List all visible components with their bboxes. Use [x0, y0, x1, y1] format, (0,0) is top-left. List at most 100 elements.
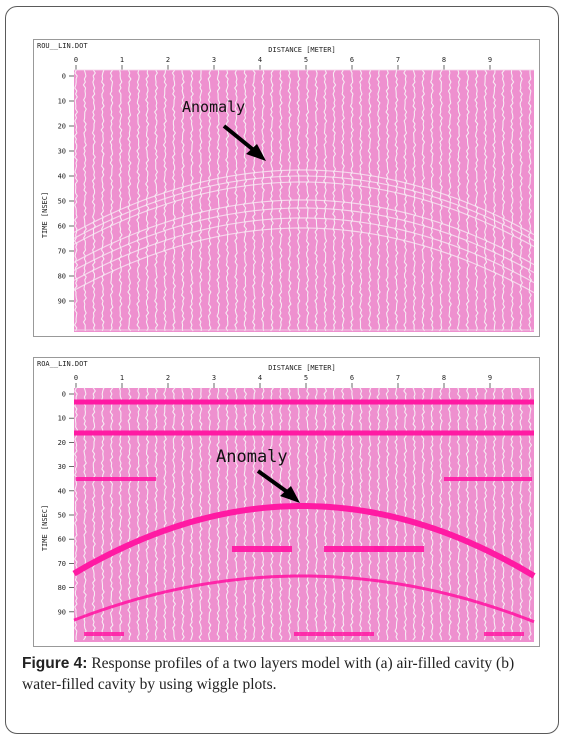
panel-a-y-tick-label: 60: [58, 223, 66, 231]
panel-b-x-tick-label: 7: [396, 374, 400, 382]
figure-caption-text: Response profiles of a two layers model …: [22, 655, 515, 693]
panel-a-x-tick-label: 0: [74, 56, 78, 64]
panel-a-trace: [510, 69, 515, 332]
panel-a-reflection: [73, 175, 535, 242]
panel-a-trace: [412, 69, 417, 332]
panel-a-trace: [91, 69, 96, 332]
panel-a-trace: [154, 69, 159, 332]
panel-a-y-axis-title: TIME [NSEC]: [41, 192, 49, 238]
panel-a-reflection: [73, 207, 535, 274]
panel-b-y-tick-label: 0: [62, 391, 66, 399]
panel-a-trace: [278, 69, 283, 332]
panel-b-trace: [527, 387, 533, 641]
panel-a-trace: [385, 69, 390, 332]
panel-b-trace: [82, 387, 87, 641]
panel-a-reflection: [73, 199, 535, 266]
panel-a-air-filled-cavity: ROU__LIN.DOT DISTANCE [METER] 0 1 2 3 4 5 6 7 8 9…: [33, 39, 540, 337]
panel-a-trace: [171, 69, 177, 332]
panel-a-trace: [100, 69, 105, 332]
panel-b-trace: [349, 387, 355, 641]
panel-a-trace: [127, 69, 132, 332]
panel-a-trace: [305, 69, 310, 332]
panel-b-trace: [100, 387, 105, 641]
panel-a-anomaly-arrow: [222, 124, 266, 161]
panel-a-x-tick-label: 3: [212, 56, 216, 64]
panel-a-trace: [234, 69, 239, 332]
panel-b-x-tick-label: 4: [258, 374, 262, 382]
panel-b-segment: [84, 632, 124, 636]
panel-a-trace: [456, 69, 461, 332]
panel-a-trace: [296, 69, 301, 332]
panel-b-trace: [438, 387, 444, 641]
panel-a-trace: [332, 69, 337, 332]
panel-b-trace: [278, 387, 283, 641]
panel-a-trace: [189, 69, 194, 332]
panel-a-y-tick-label: 50: [58, 198, 66, 206]
panel-b-y-axis-title: TIME [NSEC]: [41, 505, 49, 551]
panel-b-x-tick-label: 8: [442, 374, 446, 382]
panel-b-trace: [198, 387, 203, 641]
panel-a-y-tick-label: 20: [58, 123, 66, 131]
panel-b-trace: [296, 387, 301, 641]
panel-b-horizontal-reflection: [74, 430, 534, 436]
panel-b-trace: [429, 387, 435, 641]
panel-b-x-tick-label: 6: [350, 374, 354, 382]
panel-b-x-tick-label: 9: [488, 374, 492, 382]
panel-a-trace: [260, 69, 265, 332]
panel-b-anomaly-arrow: [256, 469, 300, 503]
panel-b-trace: [412, 387, 417, 641]
figure-frame: ROU__LIN.DOT DISTANCE [METER] 0 1 2 3 4 5 6 7 8 9…: [5, 6, 559, 734]
panel-a-reflection: [73, 181, 535, 248]
panel-b-trace: [340, 387, 346, 641]
panel-a-x-tick-label: 1: [120, 56, 124, 64]
panel-a-x-tick-label: 9: [488, 56, 492, 64]
panel-a-trace: [394, 69, 399, 332]
panel-b-trace: [518, 387, 524, 641]
panel-a-plot-area: [74, 70, 534, 332]
panel-b-y-tick-label: 90: [58, 608, 66, 616]
panel-a-trace: [429, 69, 435, 332]
panel-b-trace: [251, 387, 257, 641]
panel-a-y-tick-label: 10: [58, 98, 66, 106]
panel-a-trace: [82, 69, 87, 332]
panel-b-y-tick-label: 20: [58, 439, 66, 447]
panel-a-trace: [376, 69, 381, 332]
panel-a-x-tick-label: 4: [258, 56, 262, 64]
panel-b-x-tick-label: 3: [212, 374, 216, 382]
panel-b-trace: [501, 387, 506, 641]
panel-b-trace: [91, 387, 96, 640]
panel-a-trace: [287, 69, 292, 332]
panel-b-trace: [162, 387, 168, 641]
panel-a-reflection: [73, 217, 535, 284]
panel-a-y-tick-label: 30: [58, 148, 66, 156]
panel-b-trace: [154, 387, 159, 641]
panel-a-trace: [198, 69, 203, 332]
panel-b-trace: [269, 387, 275, 641]
panel-a-reflection: [73, 227, 535, 294]
panel-b-trace: [127, 387, 132, 641]
panel-b-trace: [332, 387, 337, 641]
panel-b-trace: [314, 387, 319, 641]
panel-a-reflection: [73, 169, 535, 236]
panel-a-trace: [349, 69, 355, 332]
panel-a-y-tick-label: 70: [58, 248, 66, 256]
panel-b-y-tick-label: 40: [58, 487, 66, 495]
panel-b-trace: [180, 387, 185, 641]
panel-b-y-tick-label: 50: [58, 512, 66, 520]
panel-b-trace: [483, 387, 488, 641]
panel-b-trace: [420, 387, 426, 641]
panel-a-trace: [518, 69, 524, 332]
panel-a-y-tick-label: 0: [62, 73, 66, 81]
panel-b-y-tick-label: 80: [58, 584, 66, 592]
panel-b-trace: [510, 387, 515, 641]
panel-b-trace: [189, 387, 194, 641]
panel-b-plot-area: [74, 388, 534, 642]
panel-a-trace: [447, 69, 452, 332]
panel-a-anomaly-label: Anomaly: [182, 98, 245, 116]
panel-b-segment: [294, 632, 374, 636]
panel-b-trace: [287, 387, 292, 641]
panel-a-trace: [403, 69, 408, 332]
panel-a-trace: [340, 69, 346, 332]
panel-b-x-tick-label: 1: [120, 374, 124, 382]
panel-b-partial-reflection: [444, 477, 532, 481]
